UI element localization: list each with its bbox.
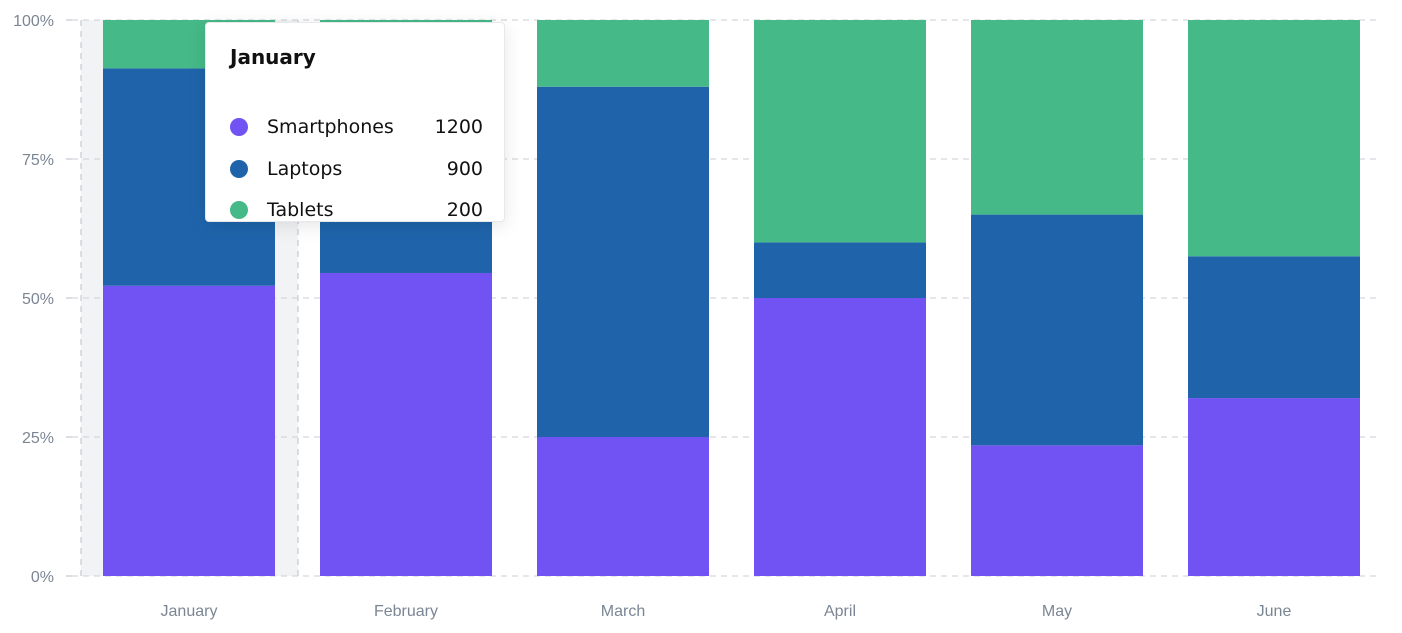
laptops-legend-dot [230, 160, 248, 178]
tooltip-series-value: 200 [446, 199, 483, 221]
x-tick-label: May [1042, 603, 1072, 620]
tooltip-series-name: Smartphones [267, 116, 394, 138]
tooltip-series-name: Laptops [267, 158, 343, 180]
bar-smartphones-april [754, 298, 926, 576]
y-tick-label: 50% [22, 291, 54, 308]
tooltip-row-smartphones: Smartphones 1200 [230, 116, 483, 140]
bar-smartphones-june [1188, 398, 1360, 576]
tooltip-title: January [230, 45, 316, 69]
bar-laptops-june [1188, 256, 1360, 399]
bar-tablets-april [754, 20, 926, 243]
bar-smartphones-february [320, 272, 492, 576]
bar-smartphones-january [103, 285, 275, 576]
bar-smartphones-may [971, 445, 1143, 576]
x-tick-label: January [161, 603, 218, 620]
y-tick-label: 100% [13, 13, 54, 30]
x-tick-label: March [601, 603, 645, 620]
bar-smartphones-march [537, 437, 709, 576]
bar-tablets-march [537, 20, 709, 87]
tooltip-series-value: 1200 [434, 116, 483, 138]
x-tick-label: June [1257, 603, 1292, 620]
bar-tablets-may [971, 20, 1143, 215]
smartphones-legend-dot [230, 118, 248, 136]
bar-tablets-june [1188, 20, 1360, 257]
tablets-legend-dot [230, 201, 248, 219]
y-tick-label: 0% [31, 569, 54, 586]
y-tick-label: 75% [22, 152, 54, 169]
tooltip-series-value: 900 [446, 158, 483, 180]
bar-laptops-may [971, 214, 1143, 446]
bar-laptops-april [754, 242, 926, 298]
bar-laptops-march [537, 86, 709, 437]
chart-tooltip: January Smartphones 1200 Laptops 900 Tab… [205, 22, 505, 222]
tooltip-row-tablets: Tablets 200 [230, 199, 483, 223]
y-tick-label: 25% [22, 430, 54, 447]
x-tick-label: February [374, 603, 438, 620]
x-tick-label: April [824, 603, 856, 620]
tooltip-row-laptops: Laptops 900 [230, 158, 483, 182]
tooltip-series-name: Tablets [267, 199, 334, 221]
